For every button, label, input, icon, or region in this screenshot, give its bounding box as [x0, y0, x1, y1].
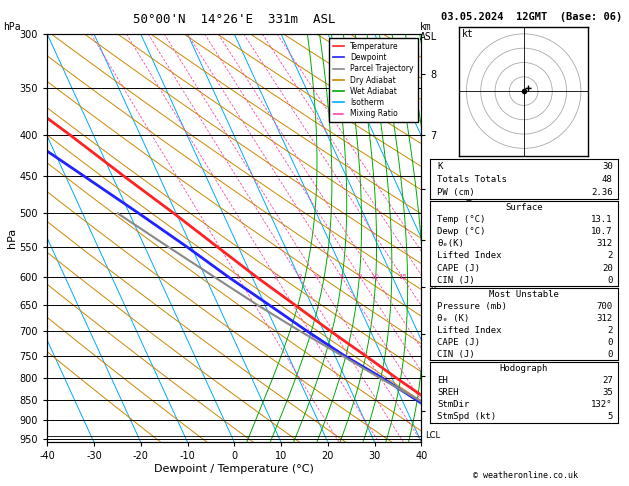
Text: StmDir: StmDir — [437, 400, 469, 409]
Text: 8: 8 — [358, 274, 362, 280]
Legend: Temperature, Dewpoint, Parcel Trajectory, Dry Adiabat, Wet Adiabat, Isotherm, Mi: Temperature, Dewpoint, Parcel Trajectory… — [329, 38, 418, 122]
Text: 0: 0 — [607, 276, 613, 285]
Text: Dewp (°C): Dewp (°C) — [437, 227, 486, 236]
Text: 2: 2 — [607, 251, 613, 260]
Text: Lifted Index: Lifted Index — [437, 251, 502, 260]
Text: 132°: 132° — [591, 400, 613, 409]
Text: LCL: LCL — [425, 432, 440, 440]
Text: 4: 4 — [314, 274, 319, 280]
Text: hPa: hPa — [3, 22, 21, 32]
Text: 6: 6 — [340, 274, 344, 280]
Text: 27: 27 — [602, 376, 613, 385]
Text: Totals Totals: Totals Totals — [437, 175, 507, 184]
Text: SREH: SREH — [437, 388, 459, 397]
Text: 10.7: 10.7 — [591, 227, 613, 236]
Text: 3: 3 — [297, 274, 301, 280]
Text: K: K — [437, 161, 443, 171]
Text: 35: 35 — [602, 388, 613, 397]
Text: 03.05.2024  12GMT  (Base: 06): 03.05.2024 12GMT (Base: 06) — [441, 12, 622, 22]
Text: θₑ(K): θₑ(K) — [437, 239, 464, 248]
X-axis label: Dewpoint / Temperature (°C): Dewpoint / Temperature (°C) — [154, 464, 314, 474]
Text: EH: EH — [437, 376, 448, 385]
Text: 15: 15 — [398, 274, 407, 280]
Text: 48: 48 — [602, 175, 613, 184]
Text: 5: 5 — [607, 412, 613, 421]
Text: Mixing Ratio (g/kg): Mixing Ratio (g/kg) — [466, 198, 476, 278]
Text: 0: 0 — [607, 349, 613, 359]
Text: 2: 2 — [607, 326, 613, 335]
Text: CAPE (J): CAPE (J) — [437, 338, 480, 347]
Text: 10: 10 — [370, 274, 379, 280]
Text: 312: 312 — [596, 313, 613, 323]
Text: 2.36: 2.36 — [591, 188, 613, 197]
Text: 20: 20 — [602, 263, 613, 273]
Text: 1: 1 — [236, 274, 240, 280]
Text: Hodograph: Hodograph — [500, 364, 548, 373]
Text: Pressure (mb): Pressure (mb) — [437, 302, 507, 311]
Text: StmSpd (kt): StmSpd (kt) — [437, 412, 496, 421]
Y-axis label: hPa: hPa — [7, 228, 17, 248]
Text: θₑ (K): θₑ (K) — [437, 313, 469, 323]
Text: CIN (J): CIN (J) — [437, 276, 475, 285]
Text: 2: 2 — [274, 274, 278, 280]
Text: 50°00'N  14°26'E  331m  ASL: 50°00'N 14°26'E 331m ASL — [133, 13, 335, 26]
Text: km
ASL: km ASL — [420, 22, 438, 42]
Text: 0: 0 — [607, 338, 613, 347]
Text: kt: kt — [462, 29, 474, 39]
Text: 312: 312 — [596, 239, 613, 248]
Text: Temp (°C): Temp (°C) — [437, 215, 486, 224]
Text: Most Unstable: Most Unstable — [489, 290, 559, 299]
Text: Lifted Index: Lifted Index — [437, 326, 502, 335]
Text: 13.1: 13.1 — [591, 215, 613, 224]
Text: 700: 700 — [596, 302, 613, 311]
Text: CIN (J): CIN (J) — [437, 349, 475, 359]
Text: Surface: Surface — [505, 203, 543, 212]
Text: © weatheronline.co.uk: © weatheronline.co.uk — [473, 471, 577, 480]
Y-axis label: km
ASL: km ASL — [440, 229, 461, 247]
Text: 30: 30 — [602, 161, 613, 171]
Text: CAPE (J): CAPE (J) — [437, 263, 480, 273]
Text: PW (cm): PW (cm) — [437, 188, 475, 197]
